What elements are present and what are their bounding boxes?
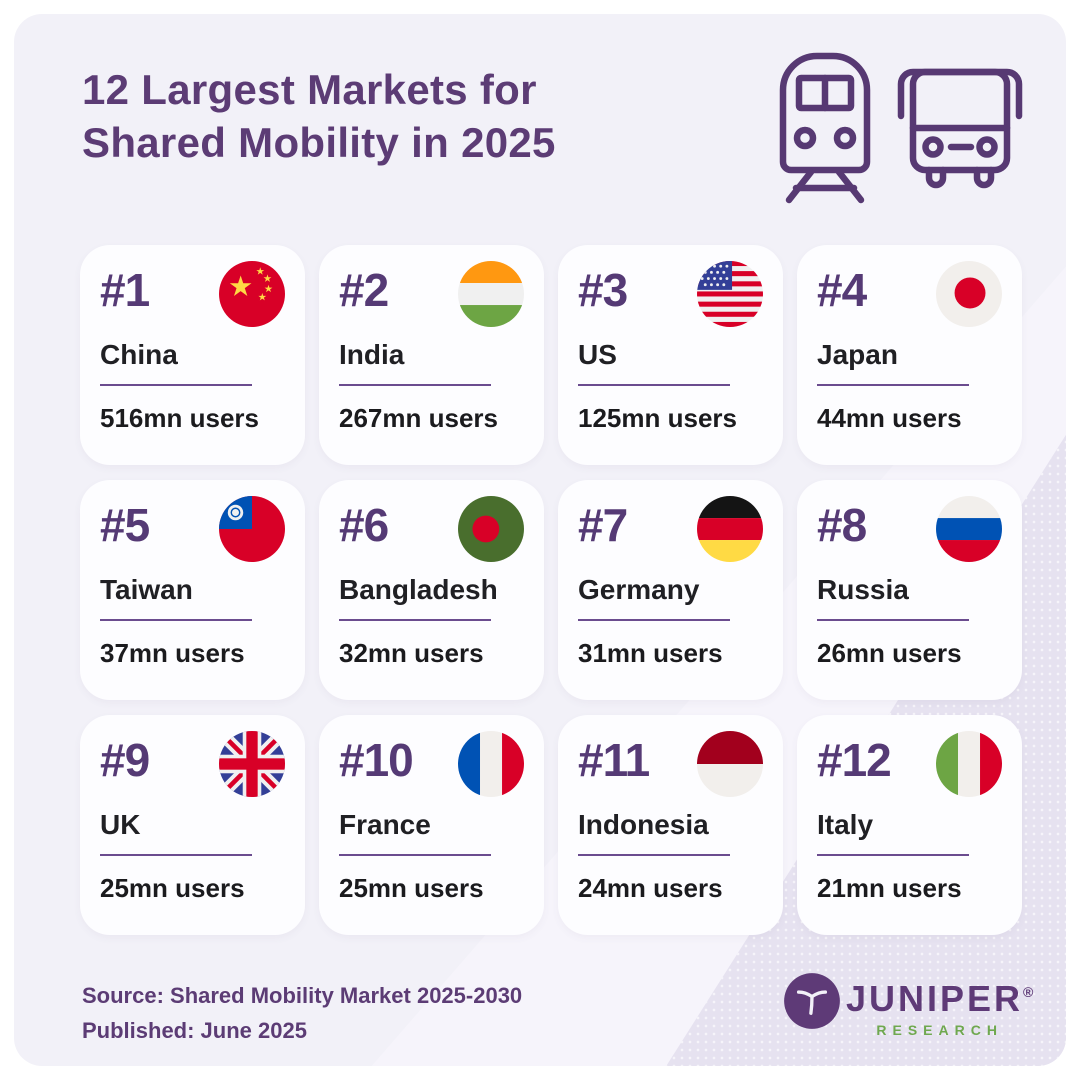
divider <box>578 854 730 856</box>
divider <box>817 384 969 386</box>
divider <box>578 619 730 621</box>
users-count: 25mn users <box>339 873 484 903</box>
country-name: France <box>339 809 431 840</box>
logo-subtitle: RESEARCH <box>876 1022 1003 1038</box>
rank-label: #12 <box>817 734 892 786</box>
flag-russia-icon <box>936 496 1002 562</box>
flag-uk-icon <box>219 731 285 797</box>
market-card-bangladesh: #6 Bangladesh 32mn users <box>319 480 544 700</box>
source-line: Source: Shared Mobility Market 2025-2030 <box>82 983 523 1008</box>
market-card-indonesia: #11 Indonesia 24mn users <box>558 715 783 935</box>
users-count: 24mn users <box>578 873 723 903</box>
country-name: Russia <box>817 574 909 605</box>
country-name: Taiwan <box>100 574 193 605</box>
divider <box>339 384 491 386</box>
rank-label: #9 <box>100 734 150 786</box>
rank-label: #1 <box>100 264 150 316</box>
flag-bangladesh-icon <box>458 496 524 562</box>
divider <box>339 854 491 856</box>
country-name: China <box>100 339 178 370</box>
flag-us-icon <box>697 261 763 327</box>
users-count: 31mn users <box>578 638 723 668</box>
divider <box>817 854 969 856</box>
flag-italy-icon <box>936 731 1002 797</box>
country-name: Indonesia <box>578 809 709 840</box>
users-count: 21mn users <box>817 873 962 903</box>
rank-label: #4 <box>817 264 867 316</box>
divider <box>817 619 969 621</box>
flag-india-icon <box>458 261 524 327</box>
juniper-research-logo: JUNIPER® RESEARCH <box>783 972 1033 1038</box>
flag-germany-icon <box>697 496 763 562</box>
market-card-uk: #9 UK 25mn users <box>80 715 305 935</box>
logo-name-text: JUNIPER <box>846 978 1024 1019</box>
train-and-bus-icon <box>779 52 1023 204</box>
market-card-china: #1 China 516mn users <box>80 245 305 465</box>
market-card-taiwan: #5 Taiwan 37mn users <box>80 480 305 700</box>
juniper-logo-mark-icon <box>784 973 840 1029</box>
rank-label: #2 <box>339 264 389 316</box>
country-name: US <box>578 339 617 370</box>
market-card-russia: #8 Russia 26mn users <box>797 480 1022 700</box>
divider <box>100 619 252 621</box>
footer-source-block: Source: Shared Mobility Market 2025-2030… <box>82 978 522 1048</box>
country-name: India <box>339 339 405 370</box>
market-card-us: #3 <box>558 245 783 465</box>
country-name: UK <box>100 809 141 840</box>
country-name: Japan <box>817 339 898 370</box>
flag-china-icon <box>219 261 285 327</box>
divider <box>578 384 730 386</box>
page-title-line2: Shared Mobility in 2025 <box>82 118 556 166</box>
rank-label: #7 <box>578 499 628 551</box>
rank-label: #8 <box>817 499 867 551</box>
users-count: 44mn users <box>817 403 962 433</box>
users-count: 26mn users <box>817 638 962 668</box>
market-card-france: #10 France 25mn users <box>319 715 544 935</box>
divider <box>100 854 252 856</box>
rank-label: #11 <box>578 734 650 786</box>
flag-indonesia-icon <box>697 731 763 797</box>
country-name: Germany <box>578 574 700 605</box>
transit-icons <box>775 42 1025 212</box>
rank-label: #6 <box>339 499 389 551</box>
country-name: Bangladesh <box>339 574 498 605</box>
users-count: 516mn users <box>100 403 259 433</box>
market-card-japan: #4 Japan 44mn users <box>797 245 1022 465</box>
users-count: 32mn users <box>339 638 484 668</box>
divider <box>339 619 491 621</box>
logo-wordmark: JUNIPER® <box>846 972 1033 1017</box>
flag-japan-icon <box>936 261 1002 327</box>
flag-taiwan-icon <box>219 496 285 562</box>
users-count: 267mn users <box>339 403 498 433</box>
page-title: 12 Largest Markets for Shared Mobility i… <box>82 64 556 170</box>
market-card-india: #2 India 267mn users <box>319 245 544 465</box>
rank-label: #5 <box>100 499 150 551</box>
users-count: 125mn users <box>578 403 737 433</box>
rank-label: #10 <box>339 734 414 786</box>
market-card-italy: #12 Italy 21mn users <box>797 715 1022 935</box>
divider <box>100 384 252 386</box>
market-cards-grid: #1 China 516mn users #2 <box>80 245 1022 935</box>
country-name: Italy <box>817 809 874 840</box>
page-title-line1: 12 Largest Markets for <box>82 66 537 113</box>
users-count: 25mn users <box>100 873 245 903</box>
published-line: Published: June 2025 <box>82 1018 307 1044</box>
users-count: 37mn users <box>100 638 245 668</box>
flag-france-icon <box>458 731 524 797</box>
registered-mark: ® <box>1023 984 1034 1000</box>
rank-label: #3 <box>578 264 628 316</box>
market-card-germany: #7 Germany 31mn users <box>558 480 783 700</box>
